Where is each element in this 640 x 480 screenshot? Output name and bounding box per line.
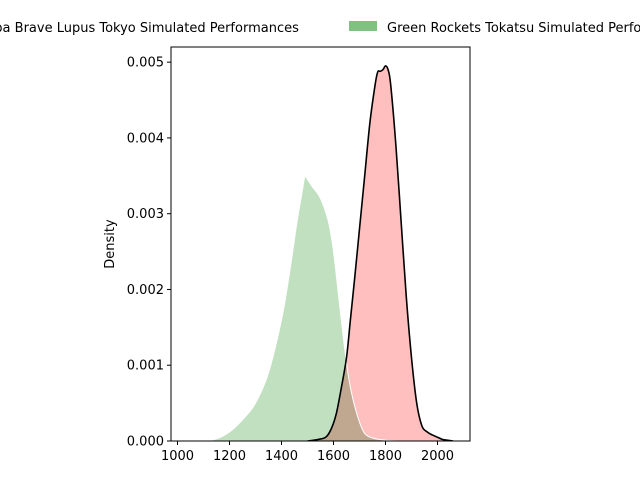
y-tick-label-1: 0.001	[127, 359, 164, 374]
legend-label-1: Green Rockets Tokatsu Simulated Performa…	[387, 21, 640, 36]
x-tick-label-1000: 1000	[161, 449, 194, 464]
x-tick-label-1200: 1200	[213, 449, 246, 464]
series-area-green-rockets-tokatsu-simulated-performances	[203, 175, 425, 441]
series-layer	[203, 65, 454, 441]
x-tick-label-1400: 1400	[265, 449, 298, 464]
x-tick-label-1800: 1800	[369, 449, 402, 464]
x-tick-label-1600: 1600	[317, 449, 350, 464]
series-line-green-rockets-tokatsu-simulated-performances	[203, 175, 425, 441]
y-tick-label-2: 0.002	[127, 283, 164, 298]
y-axis: 0.000 0.001 0.002 0.003 0.004 0.005	[127, 56, 171, 450]
series-area-toshiba-brave-lupus-tokyo-simulated-performances	[307, 65, 454, 441]
legend-swatch-1	[349, 21, 377, 31]
legend-label-0: Toshiba Brave Lupus Tokyo Simulated Perf…	[0, 21, 299, 36]
x-tick-label-2000: 2000	[421, 449, 454, 464]
y-tick-label-0: 0.000	[127, 435, 164, 450]
x-axis: 1000 1200 1400 1600 1800 2000	[161, 441, 454, 464]
legend: Toshiba Brave Lupus Tokyo Simulated Perf…	[0, 21, 640, 36]
y-tick-label-5: 0.005	[127, 56, 164, 71]
plot-frame	[170, 46, 471, 442]
y-tick-label-3: 0.003	[127, 207, 164, 222]
series-line-toshiba-brave-lupus-tokyo-simulated-performances	[307, 65, 454, 441]
y-axis-label: Density	[103, 219, 118, 269]
y-tick-label-4: 0.004	[127, 131, 164, 146]
